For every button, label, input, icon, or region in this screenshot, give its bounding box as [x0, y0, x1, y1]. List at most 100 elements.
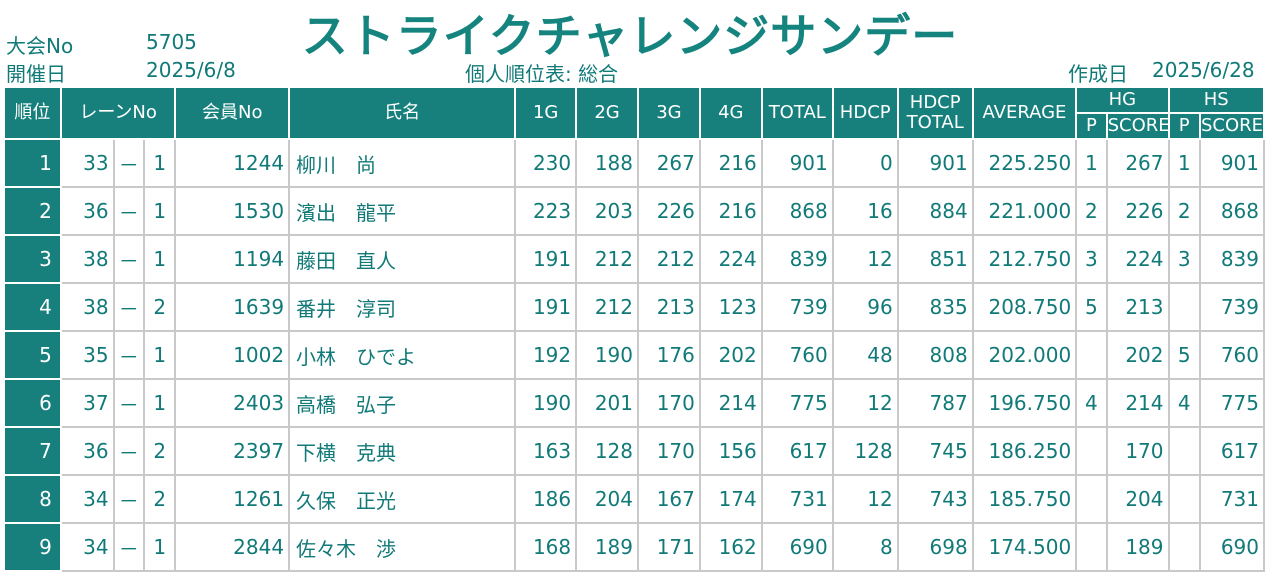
- game-4-cell: 202: [698, 330, 763, 380]
- hg-score-cell: 224: [1105, 234, 1170, 284]
- total-cell: 839: [760, 234, 834, 284]
- hs-p-cell: [1167, 474, 1201, 524]
- col-average: AVERAGE: [971, 86, 1078, 140]
- hg-score-cell: 170: [1105, 426, 1170, 476]
- hs-p-cell: 4: [1167, 378, 1201, 428]
- tournament-no-value: 5705: [146, 30, 197, 54]
- game-2-cell: 188: [575, 138, 639, 188]
- name-cell: 藤田 直人: [288, 234, 517, 284]
- game-2-cell: 212: [575, 282, 639, 332]
- game-1-cell: 223: [514, 186, 578, 236]
- game-1-cell: 230: [514, 138, 578, 188]
- col-hs-score: SCORE: [1198, 112, 1266, 140]
- average-cell: 174.500: [971, 522, 1078, 572]
- game-4-cell: 162: [698, 522, 763, 572]
- name-cell: 小林 ひでよ: [288, 330, 517, 380]
- hg-score-cell: 214: [1105, 378, 1170, 428]
- hs-p-cell: 3: [1167, 234, 1201, 284]
- hg-score-cell: 202: [1105, 330, 1170, 380]
- col-hdcp: HDCP: [831, 86, 899, 140]
- hg-score-cell: 267: [1105, 138, 1170, 188]
- average-cell: 202.000: [971, 330, 1078, 380]
- table-row: 6 37 － 1 2403 高橋 弘子 190 201 170 214 775 …: [3, 378, 1266, 428]
- lane-sub-cell: 1: [143, 522, 177, 572]
- hdcp-total-cell: 901: [896, 138, 974, 188]
- hg-p-cell: [1075, 426, 1108, 476]
- hs-score-cell: 775: [1198, 378, 1266, 428]
- lane-sub-cell: 2: [143, 474, 177, 524]
- hdcp-total-cell: 698: [896, 522, 974, 572]
- hs-p-cell: 2: [1167, 186, 1201, 236]
- col-game-3: 3G: [637, 86, 701, 140]
- hs-p-cell: 1: [1167, 138, 1201, 188]
- col-game-2: 2G: [575, 86, 639, 140]
- game-3-cell: 176: [637, 330, 701, 380]
- rank-cell: 9: [3, 522, 62, 572]
- hs-score-cell: 868: [1198, 186, 1266, 236]
- game-1-cell: 192: [514, 330, 578, 380]
- member-no-cell: 2844: [174, 522, 291, 572]
- hg-p-cell: 4: [1075, 378, 1108, 428]
- game-4-cell: 224: [698, 234, 763, 284]
- hg-p-cell: [1075, 330, 1108, 380]
- lane-cell: 33: [59, 138, 115, 188]
- lane-dash: －: [113, 330, 145, 380]
- game-4-cell: 214: [698, 378, 763, 428]
- game-3-cell: 167: [637, 474, 701, 524]
- created-date-value: 2025/6/28: [1152, 58, 1255, 82]
- hs-score-cell: 901: [1198, 138, 1266, 188]
- table-row: 8 34 － 2 1261 久保 正光 186 204 167 174 731 …: [3, 474, 1266, 524]
- lane-dash: －: [113, 522, 145, 572]
- game-1-cell: 190: [514, 378, 578, 428]
- ranking-table: 順位 レーンNo 会員No 氏名 1G 2G 3G 4G TOTAL HDCP …: [3, 86, 1266, 572]
- hdcp-total-cell: 884: [896, 186, 974, 236]
- table-row: 1 33 － 1 1244 柳川 尚 230 188 267 216 901 0…: [3, 138, 1266, 188]
- lane-dash: －: [113, 474, 145, 524]
- game-3-cell: 267: [637, 138, 701, 188]
- col-hdcp-total-line1: HDCP: [909, 92, 961, 113]
- game-4-cell: 123: [698, 282, 763, 332]
- col-lane: レーンNo: [59, 86, 177, 140]
- lane-cell: 37: [59, 378, 115, 428]
- name-cell: 番井 淳司: [288, 282, 517, 332]
- tournament-no-label: 大会No: [6, 34, 74, 58]
- member-no-cell: 1261: [174, 474, 291, 524]
- game-1-cell: 191: [514, 234, 578, 284]
- hs-score-cell: 739: [1198, 282, 1266, 332]
- hdcp-cell: 8: [831, 522, 899, 572]
- col-game-4: 4G: [698, 86, 763, 140]
- game-4-cell: 156: [698, 426, 763, 476]
- col-hg: HG: [1075, 86, 1170, 114]
- total-cell: 690: [760, 522, 834, 572]
- average-cell: 212.750: [971, 234, 1078, 284]
- game-4-cell: 174: [698, 474, 763, 524]
- hdcp-cell: 16: [831, 186, 899, 236]
- lane-cell: 34: [59, 474, 115, 524]
- rank-cell: 1: [3, 138, 62, 188]
- game-2-cell: 189: [575, 522, 639, 572]
- col-member-no: 会員No: [174, 86, 291, 140]
- game-3-cell: 226: [637, 186, 701, 236]
- col-game-1: 1G: [514, 86, 578, 140]
- lane-dash: －: [113, 426, 145, 476]
- lane-dash: －: [113, 234, 145, 284]
- name-cell: 佐々木 渉: [288, 522, 517, 572]
- lane-sub-cell: 1: [143, 234, 177, 284]
- average-cell: 225.250: [971, 138, 1078, 188]
- game-2-cell: 212: [575, 234, 639, 284]
- hg-p-cell: [1075, 474, 1108, 524]
- hs-score-cell: 690: [1198, 522, 1266, 572]
- total-cell: 868: [760, 186, 834, 236]
- lane-cell: 34: [59, 522, 115, 572]
- lane-sub-cell: 1: [143, 138, 177, 188]
- rank-cell: 7: [3, 426, 62, 476]
- hdcp-total-cell: 743: [896, 474, 974, 524]
- lane-sub-cell: 2: [143, 426, 177, 476]
- lane-cell: 38: [59, 234, 115, 284]
- hdcp-cell: 12: [831, 474, 899, 524]
- lane-sub-cell: 1: [143, 378, 177, 428]
- lane-cell: 38: [59, 282, 115, 332]
- total-cell: 617: [760, 426, 834, 476]
- hdcp-total-cell: 808: [896, 330, 974, 380]
- rank-cell: 8: [3, 474, 62, 524]
